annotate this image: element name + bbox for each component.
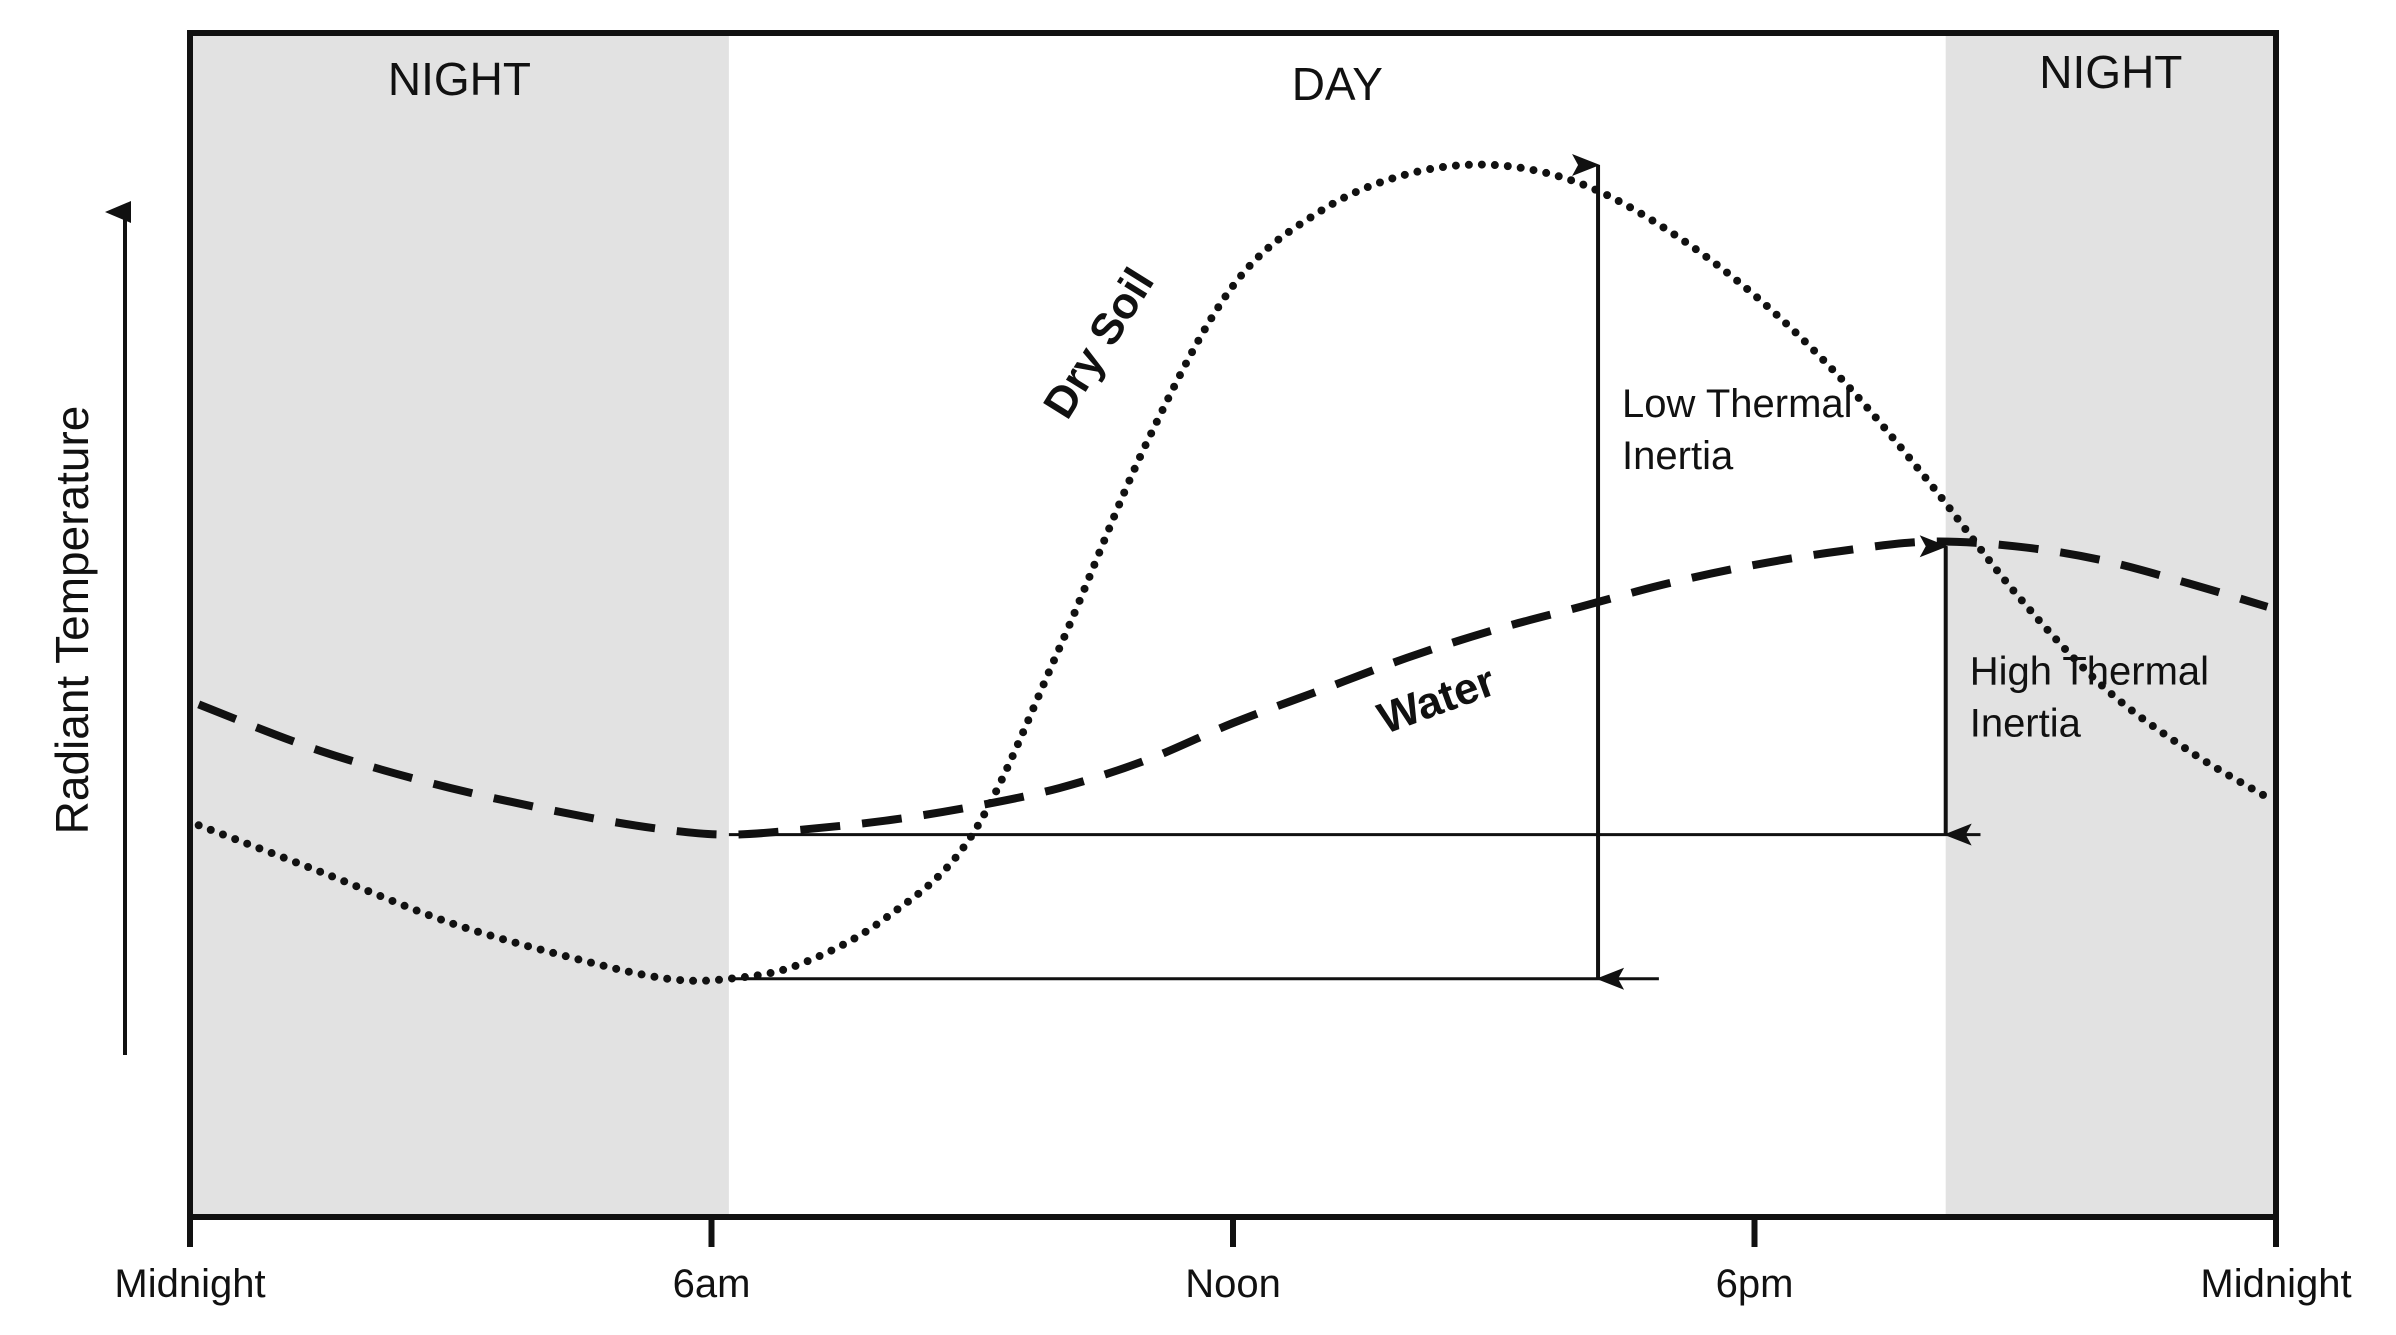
x-tick-label-2: Noon <box>1185 1262 1281 1306</box>
series-label-water: Water <box>1372 656 1502 743</box>
y-axis-title: Radiant Temperature <box>46 406 98 835</box>
period-label-2: NIGHT <box>2039 46 2182 98</box>
annotation-label-line: Low Thermal <box>1622 382 1852 426</box>
x-tick-label-4: Midnight <box>2200 1262 2351 1306</box>
series-line-dry-soil <box>194 160 2272 985</box>
x-tick-label-3: 6pm <box>1716 1262 1794 1306</box>
x-axis: Midnight 6am Noon 6pm Midnight <box>114 1217 2352 1306</box>
reference-lines <box>728 833 1981 981</box>
y-axis: Radiant Temperature <box>46 201 131 1055</box>
period-label-1: DAY <box>1292 58 1383 110</box>
period-shading <box>190 33 2276 1217</box>
x-tick-label-0: Midnight <box>114 1262 265 1306</box>
series-label-dry-soil: Dry Soil <box>1034 260 1164 427</box>
period-labels: NIGHT DAY NIGHT <box>388 46 2183 110</box>
period-shade-0 <box>190 33 729 1217</box>
annotation-layer: Low Thermal Inertia High Thermal Inertia <box>1572 154 2209 990</box>
annotation-label-1: High Thermal Inertia <box>1970 649 2209 745</box>
series-line-water <box>197 537 2269 839</box>
period-label-0: NIGHT <box>388 53 531 105</box>
annotation-label-line: High Thermal <box>1970 649 2209 693</box>
annotation-label-line: Inertia <box>1622 434 1734 478</box>
x-tick-label-1: 6am <box>673 1262 751 1306</box>
period-shade-2 <box>1945 33 2276 1217</box>
annotation-label-0: Low Thermal Inertia <box>1622 382 1852 478</box>
annotation-label-line: Inertia <box>1970 701 2082 745</box>
